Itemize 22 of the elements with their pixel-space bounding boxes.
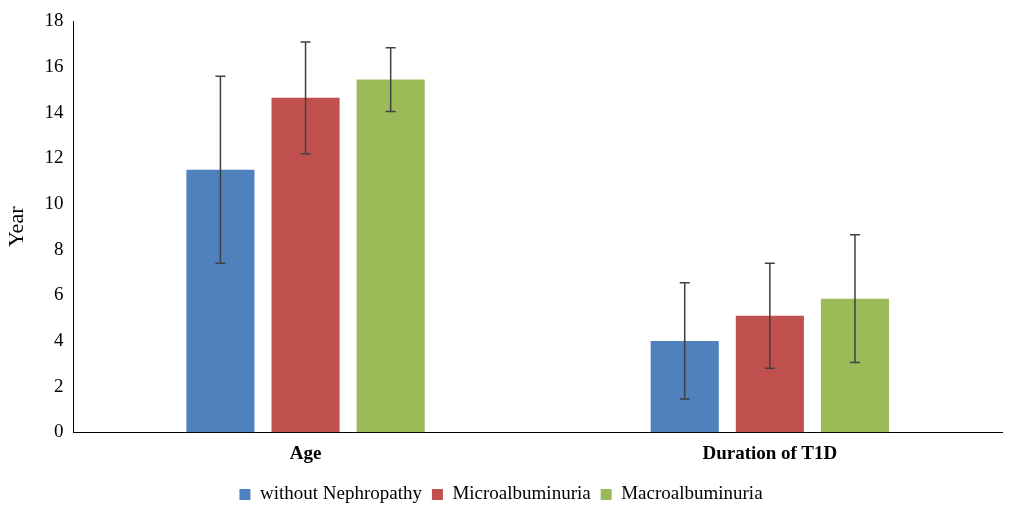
bar — [186, 169, 255, 433]
y-tick-label: 10 — [44, 191, 64, 213]
legend-label: Microalbuminuria — [452, 482, 592, 504]
bar — [735, 315, 804, 433]
legend-label: Macroalbuminuria — [621, 482, 764, 504]
x-tick-label: Age — [289, 441, 322, 463]
y-tick-label: 16 — [44, 55, 64, 77]
y-tick-label: 18 — [44, 9, 64, 31]
bar — [356, 79, 425, 433]
legend-label: without Nephropathy — [259, 482, 423, 504]
y-tick-label: 6 — [53, 283, 64, 305]
y-axis-title: Year — [2, 205, 28, 248]
bar — [271, 97, 340, 433]
bar — [650, 340, 719, 433]
y-tick-label: 14 — [44, 100, 64, 122]
y-tick-label: 8 — [53, 237, 64, 259]
y-tick-label: 0 — [53, 420, 64, 442]
y-tick-label: 12 — [44, 146, 64, 168]
y-tick-label: 4 — [53, 328, 64, 350]
x-tick-label: Duration of T1D — [702, 441, 838, 463]
bar — [820, 298, 890, 433]
y-tick-label: 2 — [53, 374, 64, 396]
